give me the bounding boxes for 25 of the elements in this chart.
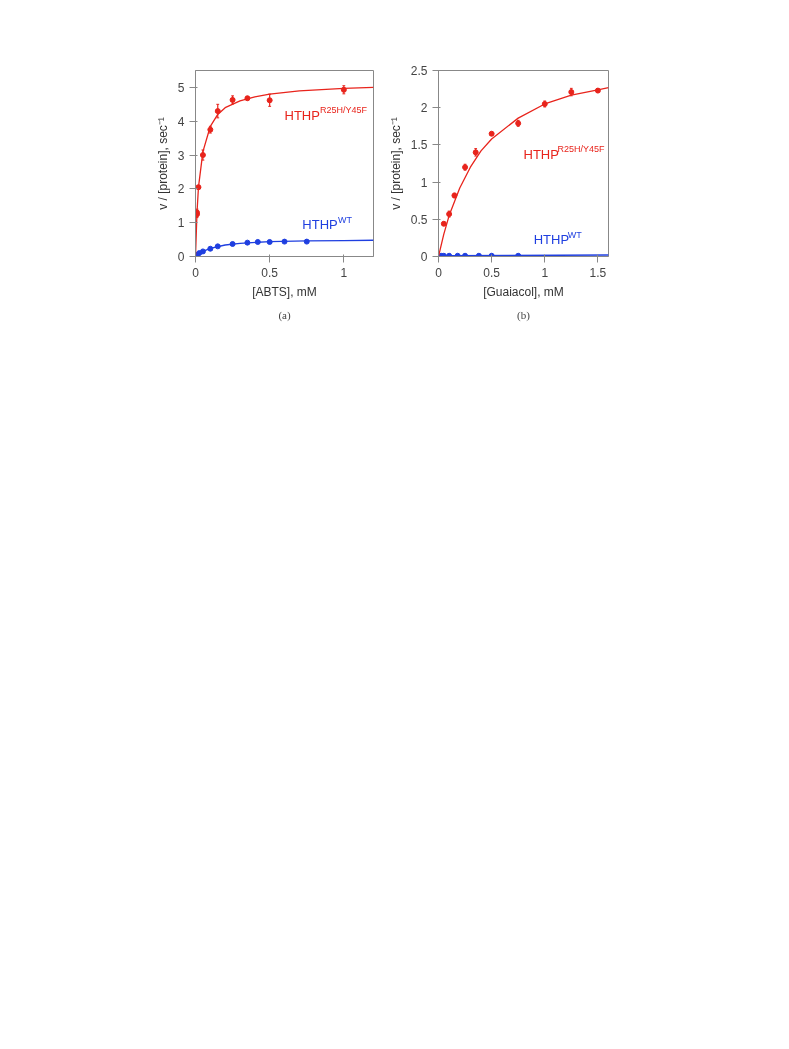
y-tick-label: 5 — [177, 80, 185, 95]
y-axis-title: v / [protein], sec⁻¹ — [388, 117, 403, 210]
y-tick-label: 1 — [177, 216, 185, 231]
x-tick-label: 1 — [340, 265, 348, 280]
y-tick-label: 1 — [420, 175, 428, 190]
text: (b) — [517, 308, 531, 322]
y-tick-label: 3 — [177, 148, 185, 163]
y-axis-title: v / [protein], sec⁻¹ — [155, 117, 170, 210]
y-tick-label: 2 — [177, 182, 185, 197]
x-tick-label: 0.5 — [261, 265, 279, 280]
x-axis-title: [ABTS], mM — [252, 284, 317, 299]
y-tick-label: 2.5 — [410, 64, 428, 78]
x-tick-label: 0 — [192, 265, 200, 280]
x-tick-label: 1 — [541, 265, 549, 280]
y-tick-label: 2 — [420, 101, 428, 116]
x-tick-label: 1.5 — [589, 265, 607, 280]
text: (a) — [278, 308, 291, 322]
x-tick-label: 0 — [435, 265, 443, 280]
x-axis-title: [Guaiacol], mM — [483, 284, 564, 299]
y-tick-label: 0.5 — [410, 212, 428, 227]
y-tick-label: 0 — [420, 250, 428, 264]
x-tick-label: 0.5 — [483, 265, 501, 280]
y-tick-label: 4 — [177, 114, 185, 129]
y-tick-label: 0 — [177, 250, 185, 264]
y-tick-label: 1.5 — [410, 138, 428, 153]
